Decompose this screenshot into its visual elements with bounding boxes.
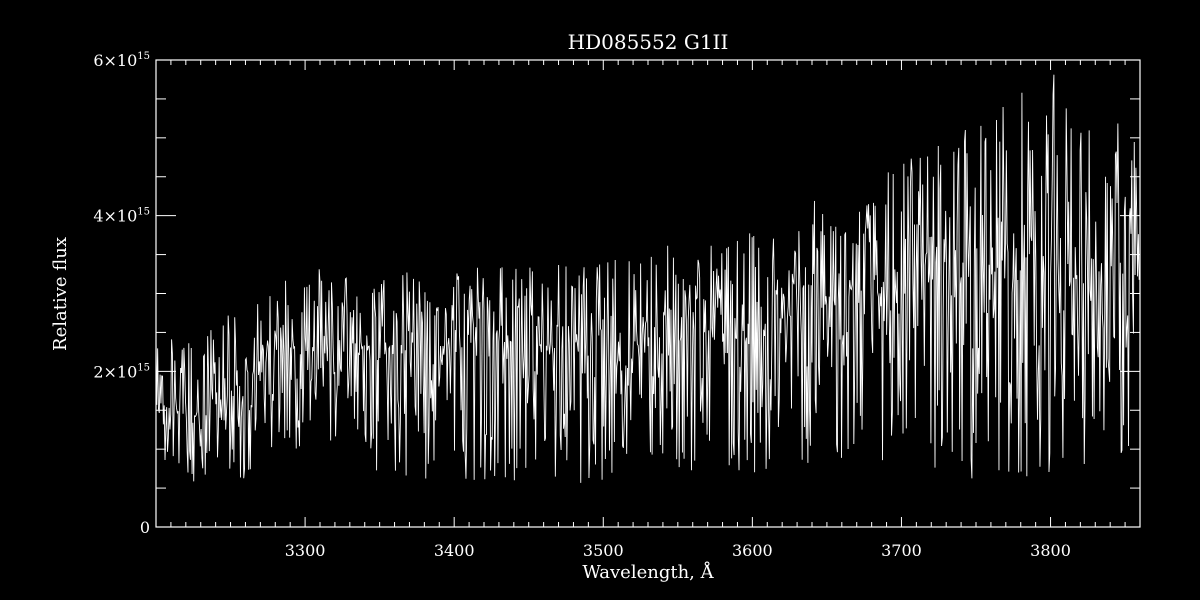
y-tick-mantissa: 6×10 <box>93 51 137 70</box>
y-tick-label: 6×1015 <box>93 51 150 70</box>
x-tick-label: 3300 <box>285 541 326 560</box>
y-tick-mantissa: 4×10 <box>93 207 137 226</box>
y-tick-mantissa: 2×10 <box>93 362 137 381</box>
x-tick-label: 3600 <box>732 541 773 560</box>
x-tick-label: 3500 <box>583 541 624 560</box>
x-tick-label: 3700 <box>881 541 922 560</box>
y-tick-exponent: 15 <box>137 51 150 62</box>
spectrum-line-group <box>155 74 1140 483</box>
y-tick-label: 0 <box>140 518 150 537</box>
x-tick-label: 3800 <box>1030 541 1071 560</box>
y-tick-label: 4×1015 <box>93 207 150 226</box>
axis-ticks-group <box>156 60 1140 527</box>
y-tick-label: 2×1015 <box>93 362 150 381</box>
y-tick-exponent: 15 <box>137 207 150 218</box>
x-tick-label: 3400 <box>434 541 475 560</box>
y-axis-label: Relative flux <box>50 237 71 351</box>
y-tick-exponent: 15 <box>137 362 150 373</box>
y-tick-mantissa: 0 <box>140 518 150 537</box>
plot-frame <box>155 59 1141 528</box>
x-axis-label: Wavelength, Å <box>582 561 714 583</box>
chart-title: HD085552 G1II <box>568 30 729 54</box>
tick-labels-group: 3300 3400 3500 3600 3700 380002×10154×10156×1… <box>93 51 1071 560</box>
spectrum-line <box>155 74 1140 483</box>
